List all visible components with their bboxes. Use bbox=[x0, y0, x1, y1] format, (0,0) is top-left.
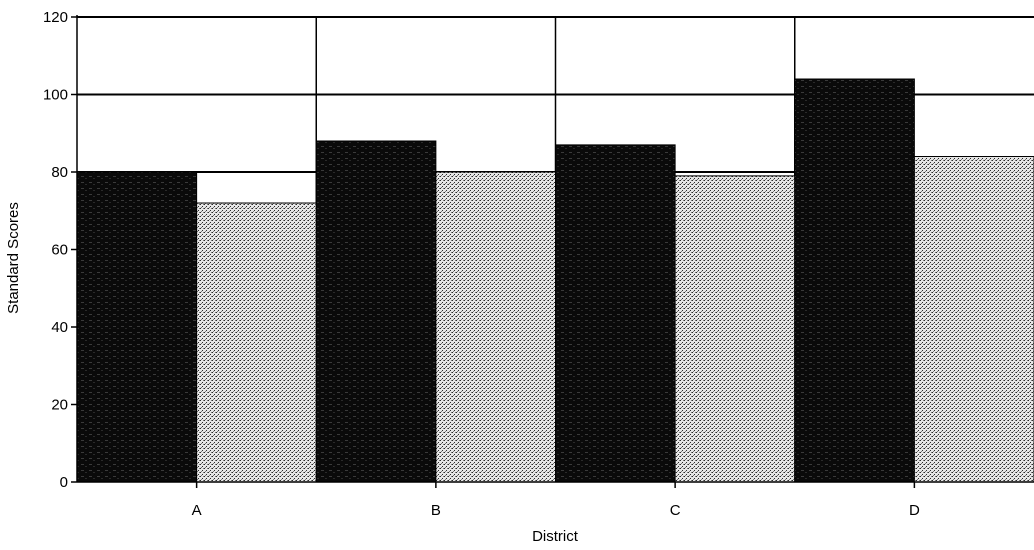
bar-series-1 bbox=[76, 171, 198, 483]
y-tick-label: 20 bbox=[51, 397, 68, 414]
bars bbox=[76, 78, 1034, 483]
bar-series-1 bbox=[794, 78, 915, 483]
y-tick-label: 40 bbox=[51, 319, 68, 336]
y-tick-label: 60 bbox=[51, 242, 68, 259]
y-tick-label: 100 bbox=[43, 87, 68, 104]
bar-series-2 bbox=[196, 202, 317, 483]
y-axis-title: Standard Scores bbox=[5, 202, 22, 314]
x-tick-label: B bbox=[431, 502, 441, 519]
x-tick-label: A bbox=[192, 502, 202, 519]
bar-series-1 bbox=[315, 140, 437, 483]
x-tick-label: D bbox=[909, 502, 920, 519]
y-tick-label: 80 bbox=[51, 164, 68, 181]
bar-series-2 bbox=[674, 175, 796, 483]
y-tick-label: 120 bbox=[43, 9, 68, 26]
tick-labels: 0 20 40 60 80 100 120 A B C D bbox=[43, 9, 920, 519]
bar-series-1 bbox=[555, 144, 676, 483]
x-tick-label: C bbox=[670, 502, 681, 519]
axes bbox=[71, 15, 1034, 488]
bar-series-2 bbox=[913, 156, 1034, 483]
y-tick-label: 0 bbox=[60, 474, 68, 491]
bar-series-2 bbox=[435, 171, 556, 483]
x-axis-title: District bbox=[532, 528, 579, 545]
